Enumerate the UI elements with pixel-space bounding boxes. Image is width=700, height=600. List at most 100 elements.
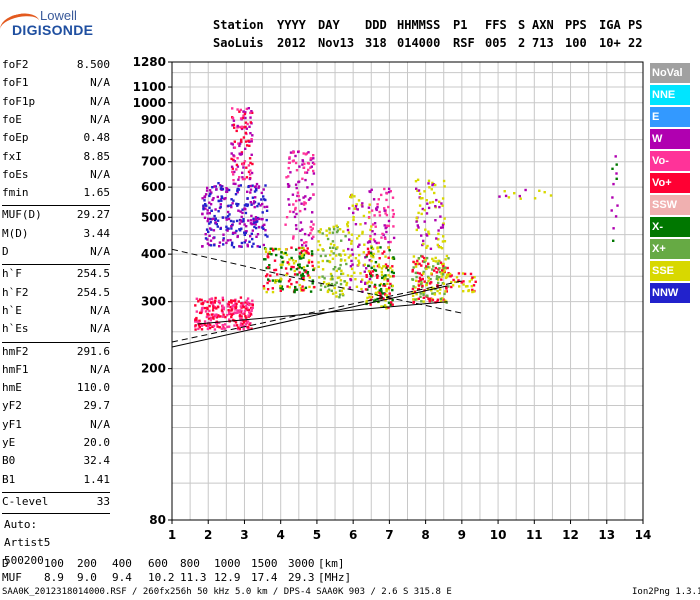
echo-point xyxy=(235,163,239,167)
echo-point xyxy=(416,259,419,263)
echo-point xyxy=(422,270,425,274)
echo-point xyxy=(445,275,448,279)
echo-point xyxy=(263,205,266,209)
echo-point xyxy=(250,153,253,156)
echo-point xyxy=(436,243,439,247)
echo-point xyxy=(205,324,208,327)
echo-point xyxy=(370,259,373,263)
echo-point xyxy=(373,240,377,243)
echo-point xyxy=(392,271,395,275)
param-name: fmin xyxy=(2,186,29,200)
echo-point xyxy=(310,220,313,223)
echo-point xyxy=(236,124,239,128)
echo-point xyxy=(435,237,438,240)
echo-point xyxy=(321,275,324,278)
echo-point xyxy=(219,205,222,209)
echo-point xyxy=(348,286,352,289)
echo-point xyxy=(423,220,426,223)
echo-point xyxy=(201,306,204,310)
echo-point xyxy=(425,265,428,268)
echo-point xyxy=(421,197,424,200)
echo-point xyxy=(237,326,240,329)
param-row-hF: h`F 254.5 xyxy=(2,265,110,283)
echo-point xyxy=(300,250,304,253)
echo-point xyxy=(433,293,437,296)
echo-point xyxy=(219,227,222,230)
echo-point xyxy=(201,197,204,200)
echo-point xyxy=(411,278,414,281)
echo-point xyxy=(415,187,418,190)
echo-point xyxy=(391,215,395,218)
echo-point xyxy=(200,328,204,331)
echo-point xyxy=(387,187,391,190)
echo-point xyxy=(198,326,201,329)
echo-point xyxy=(389,266,392,270)
echo-point xyxy=(197,321,200,324)
echo-point xyxy=(195,310,198,313)
echo-point xyxy=(392,257,396,260)
echo-point xyxy=(288,203,291,206)
echo-point xyxy=(225,190,228,193)
echo-point xyxy=(275,279,278,282)
echo-point xyxy=(244,147,247,150)
echo-point xyxy=(247,164,251,167)
echo-point xyxy=(442,235,445,238)
echo-point xyxy=(438,205,441,209)
echo-point xyxy=(366,241,370,244)
echo-point xyxy=(365,255,368,258)
echo-point xyxy=(202,301,205,305)
header-value-8: 713 xyxy=(532,36,554,50)
echo-point xyxy=(310,165,313,168)
echo-point xyxy=(220,195,223,198)
echo-point xyxy=(253,190,257,193)
echo-point xyxy=(218,241,222,244)
echo-point xyxy=(427,179,431,182)
echo-point xyxy=(241,171,244,174)
echo-point xyxy=(255,182,259,186)
echo-point xyxy=(425,199,428,202)
x-tick-label: 13 xyxy=(598,528,615,542)
echo-point xyxy=(246,320,250,323)
echo-point xyxy=(450,285,453,289)
echo-point xyxy=(353,271,356,274)
param-name: foF1p xyxy=(2,94,36,108)
echo-point xyxy=(418,204,422,207)
echo-point xyxy=(307,168,310,172)
echo-point xyxy=(243,204,247,207)
echo-point xyxy=(437,229,440,232)
echo-point xyxy=(294,224,298,227)
echo-point xyxy=(245,166,248,169)
echo-point xyxy=(249,322,252,325)
echo-point xyxy=(450,280,453,284)
echo-point xyxy=(221,296,224,299)
echo-point xyxy=(428,186,431,189)
echo-point xyxy=(304,269,308,272)
echo-point xyxy=(358,261,361,265)
header-value-1: 2012 xyxy=(277,36,306,50)
echo-point xyxy=(221,307,224,310)
legend-item-noval: NoVal xyxy=(650,63,690,83)
echo-point xyxy=(237,142,240,145)
param-row-hF2: h`F2 254.5 xyxy=(2,284,110,302)
echo-point xyxy=(300,274,303,277)
echo-point xyxy=(331,292,335,295)
echo-point xyxy=(616,204,619,207)
echo-point xyxy=(342,294,345,297)
echo-point xyxy=(265,266,268,270)
echo-point xyxy=(437,238,440,241)
echo-point xyxy=(416,262,419,265)
param-name: h`Es xyxy=(2,322,29,336)
echo-point xyxy=(308,285,311,289)
x-tick-label: 12 xyxy=(562,528,579,542)
echo-point xyxy=(226,229,229,232)
echo-point xyxy=(374,291,378,295)
param-name: h`F xyxy=(2,267,22,281)
echo-point xyxy=(229,238,232,242)
echo-point xyxy=(389,303,392,306)
echo-point xyxy=(437,262,440,265)
param-name: yE xyxy=(2,436,16,449)
echo-point xyxy=(217,315,220,318)
echo-point xyxy=(239,219,242,222)
echo-point xyxy=(261,224,265,228)
echo-point xyxy=(213,328,217,331)
